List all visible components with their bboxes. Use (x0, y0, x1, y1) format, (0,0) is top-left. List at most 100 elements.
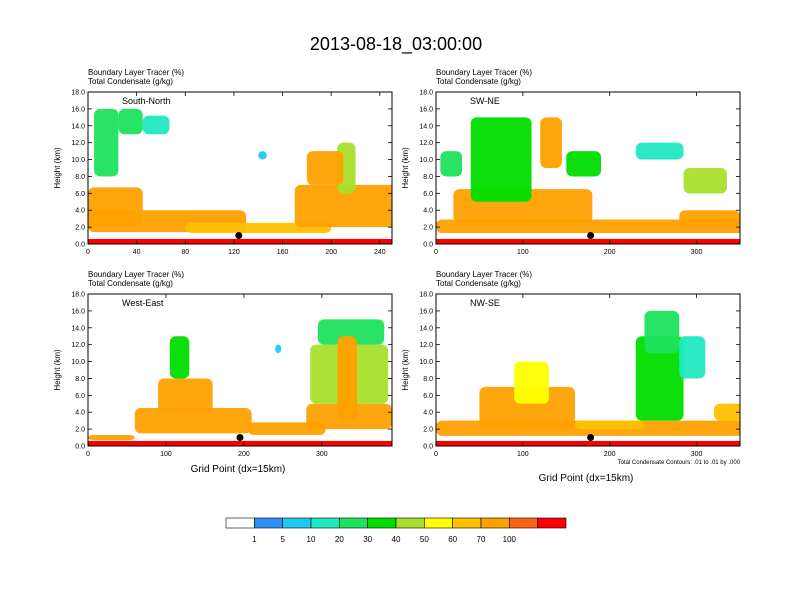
location-dot (236, 434, 244, 442)
colorbar-swatch (254, 517, 283, 529)
y-tick-label: 2.0 (423, 225, 433, 232)
x-tick-label: 200 (325, 249, 337, 256)
y-tick-label: 18.0 (419, 90, 433, 97)
y-tick-label: 6.0 (423, 393, 433, 400)
y-tick-label: 6.0 (75, 393, 85, 400)
y-tick-label: 2.0 (75, 427, 85, 434)
colorbar-label: 100 (503, 535, 517, 544)
x-tick-label: 100 (517, 451, 529, 458)
y-tick-label: 12.0 (71, 342, 85, 349)
panel-0: 0 40 80 120 160 200 240 0.0 2.0 4.0 6.0 8.0 10.0 12.0… (53, 68, 393, 256)
y-tick-label: 16.0 (419, 106, 433, 113)
tracer-blob (258, 151, 267, 160)
x-tick-label: 0 (434, 249, 438, 256)
plot-frame (435, 91, 741, 245)
panel-label: NW-SE (470, 298, 500, 308)
y-tick-label: 8.0 (423, 174, 433, 181)
x-tick-label: 80 (181, 249, 189, 256)
y-tick-label: 6.0 (75, 191, 85, 198)
x-axis-label-right: Grid Point (dx=15km) (539, 473, 634, 484)
surface-layer (436, 238, 740, 244)
panel-title-line2: Total Condensate (g/kg) (436, 279, 521, 288)
colorbar-label: 50 (420, 535, 429, 544)
tracer-blob (440, 151, 463, 177)
x-tick-label: 0 (434, 451, 438, 458)
y-tick-label: 10.0 (419, 157, 433, 164)
colorbar-label: 40 (392, 535, 401, 544)
colorbar-swatch (480, 517, 510, 529)
tracer-blob (470, 117, 532, 202)
panel-2: 0 100 200 300 0.0 2.0 4.0 6.0 8.0 10.0 12.0 14.0 16.… (53, 270, 393, 458)
colorbar-label: 10 (307, 535, 316, 544)
x-tick-label: 120 (228, 249, 240, 256)
tracer-blob (118, 108, 143, 135)
panel-title-line1: Boundary Layer Tracer (%) (88, 270, 184, 279)
tracer-blob (169, 336, 190, 379)
colorbar-label: 30 (363, 535, 372, 544)
tracer-blob (574, 420, 645, 430)
y-tick-label: 18.0 (71, 90, 85, 97)
x-tick-label: 300 (316, 451, 328, 458)
panel-3: 0 100 200 300 0.0 2.0 4.0 6.0 8.0 10.0 12.0 14.0 16.… (401, 270, 741, 458)
plot-frame (87, 293, 393, 447)
x-tick-label: 40 (133, 249, 141, 256)
x-tick-label: 200 (604, 249, 616, 256)
plot-area (88, 319, 392, 446)
plot-area (436, 117, 740, 244)
tracer-blob (566, 151, 602, 177)
y-tick-label: 14.0 (71, 325, 85, 332)
x-tick-label: 160 (277, 249, 289, 256)
y-tick-label: 14.0 (71, 123, 85, 130)
tracer-blob (185, 222, 332, 234)
tracer-blob (88, 435, 135, 441)
y-tick-label: 6.0 (423, 191, 433, 198)
figure-title: 2013-08-18_03:00:00 (310, 34, 482, 55)
tracer-blob (683, 168, 727, 194)
colorbar-swatch (225, 517, 255, 529)
tracer-blob (134, 408, 252, 434)
y-tick-label: 8.0 (423, 376, 433, 383)
tracer-blob (88, 187, 143, 226)
tracer-blob (306, 151, 344, 185)
colorbar-label: 70 (477, 535, 486, 544)
panel-label: SW-NE (470, 96, 500, 106)
colorbar-swatch (395, 517, 425, 529)
y-tick-label: 0.0 (423, 242, 433, 249)
x-axis-label-left: Grid Point (dx=15km) (191, 464, 286, 475)
plot-frame (435, 293, 741, 447)
y-tick-label: 4.0 (75, 410, 85, 417)
tracer-blob (436, 219, 740, 234)
colorbar-label: 60 (448, 535, 457, 544)
y-tick-label: 10.0 (419, 359, 433, 366)
y-tick-label: 0.0 (75, 444, 85, 451)
tracer-blob (275, 344, 282, 354)
y-axis-label: Height (km) (401, 147, 410, 189)
x-tick-label: 300 (691, 249, 703, 256)
y-tick-label: 12.0 (419, 342, 433, 349)
colorbar-label: 1 (252, 535, 257, 544)
y-tick-label: 10.0 (71, 359, 85, 366)
contour-note: Total Condensate Contours: .01 to .01 by… (618, 460, 741, 466)
panel-title-line2: Total Condensate (g/kg) (436, 77, 521, 86)
y-tick-label: 4.0 (75, 208, 85, 215)
y-tick-label: 12.0 (419, 140, 433, 147)
x-tick-label: 0 (86, 451, 90, 458)
y-tick-label: 8.0 (75, 376, 85, 383)
panel-title-line2: Total Condensate (g/kg) (88, 279, 173, 288)
y-tick-label: 14.0 (419, 325, 433, 332)
tracer-blob (294, 184, 392, 228)
colorbar-swatch (282, 517, 312, 529)
surface-layer (88, 238, 392, 244)
panel-title-line1: Boundary Layer Tracer (%) (88, 68, 184, 77)
location-dot (235, 232, 243, 240)
y-tick-label: 2.0 (75, 225, 85, 232)
surface-layer (88, 440, 392, 446)
panel-title-line1: Boundary Layer Tracer (%) (436, 68, 532, 77)
y-tick-label: 10.0 (71, 157, 85, 164)
y-axis-label: Height (km) (53, 349, 62, 391)
tracer-blob (94, 108, 119, 177)
tracer-blob (635, 336, 684, 421)
x-tick-label: 200 (604, 451, 616, 458)
x-tick-label: 100 (517, 249, 529, 256)
y-tick-label: 0.0 (423, 444, 433, 451)
